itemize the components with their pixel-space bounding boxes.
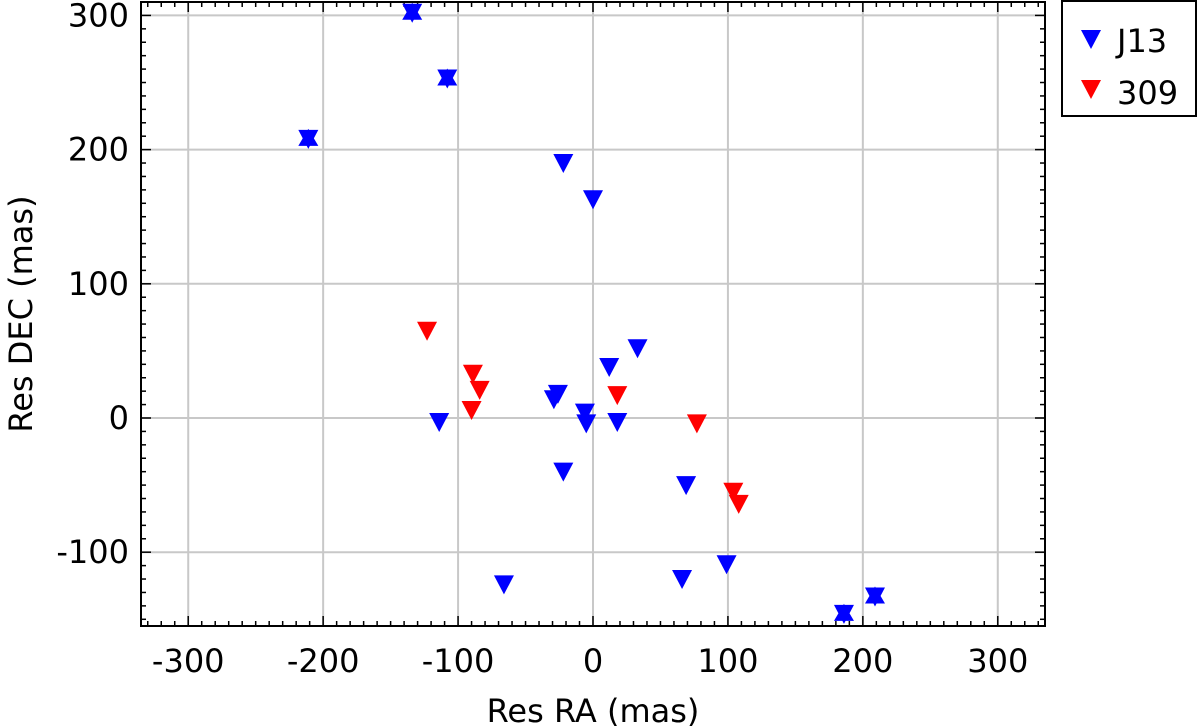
x-tick-label: 0 xyxy=(583,642,603,680)
data-point-j13 xyxy=(543,390,564,410)
data-point-j13-star xyxy=(298,128,319,146)
legend-label-309: 309 xyxy=(1117,74,1178,112)
data-point-j13 xyxy=(429,413,450,433)
x-tick-label: 300 xyxy=(967,642,1028,680)
data-point-309 xyxy=(723,482,744,502)
grid-lines xyxy=(141,2,1045,626)
data-point-j13 xyxy=(676,476,697,496)
y-tick-label: 300 xyxy=(68,0,129,34)
data-point-309 xyxy=(469,380,490,400)
data-point-j13-star xyxy=(864,586,885,604)
data-point-309 xyxy=(686,414,707,434)
data-point-j13 xyxy=(493,575,514,595)
data-point-j13-star xyxy=(833,603,854,621)
data-point-j13 xyxy=(553,462,574,482)
data-point-j13 xyxy=(627,339,648,359)
data-point-j13-star xyxy=(437,68,458,86)
x-axis-label: Res RA (mas) xyxy=(487,692,700,728)
legend-marker-309 xyxy=(1081,80,1101,99)
x-tick-label: -300 xyxy=(152,642,225,680)
y-tick-label: 0 xyxy=(109,399,129,437)
x-tick-label: 100 xyxy=(697,642,758,680)
data-point-309 xyxy=(607,386,628,406)
legend-box xyxy=(1061,0,1197,117)
data-point-j13 xyxy=(599,358,620,378)
y-tick-label: 200 xyxy=(68,131,129,169)
data-point-j13 xyxy=(574,403,595,423)
plot-frame xyxy=(140,1,1046,627)
data-point-j13 xyxy=(583,190,603,210)
legend-marker-j13 xyxy=(1081,30,1101,49)
x-tick-label: -200 xyxy=(287,642,360,680)
legend: J13 309 xyxy=(1061,0,1197,117)
x-tick-label: -100 xyxy=(422,642,495,680)
data-points xyxy=(298,2,885,624)
data-point-309 xyxy=(728,494,749,514)
x-tick-label: 200 xyxy=(832,642,893,680)
data-point-j13-star xyxy=(402,2,423,20)
data-point-309 xyxy=(417,321,438,341)
data-point-j13 xyxy=(553,154,574,174)
y-tick-label: -100 xyxy=(56,533,129,571)
data-point-309 xyxy=(462,364,483,384)
y-axis-label: Res DEC (mas) xyxy=(2,195,40,432)
legend-label-j13: J13 xyxy=(1115,22,1167,60)
tick-labels: -300 -200 -100 0 100 200 300 -100 0 100 200 300 xyxy=(56,0,1028,680)
data-point-j13 xyxy=(672,570,693,590)
data-point-j13 xyxy=(716,555,737,575)
y-tick-label: 100 xyxy=(68,265,129,303)
data-point-j13 xyxy=(576,414,597,434)
data-point-309 xyxy=(461,400,482,420)
data-point-j13 xyxy=(607,413,628,433)
